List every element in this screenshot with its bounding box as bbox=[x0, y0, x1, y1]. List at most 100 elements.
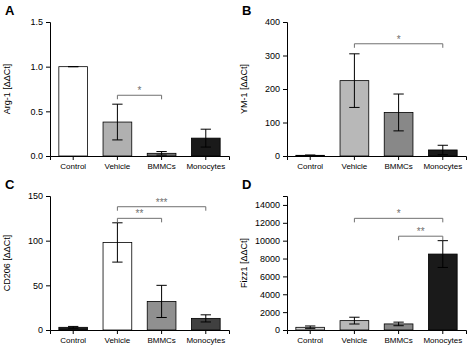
panel-label: C bbox=[5, 177, 15, 192]
tick-label: 10000 bbox=[255, 236, 280, 246]
significance-label: ** bbox=[417, 226, 425, 237]
axis-line bbox=[46, 197, 51, 331]
x-axis: Control Vehicle BMMCs Monocytes bbox=[51, 156, 230, 171]
tick: 0.0 bbox=[30, 151, 50, 161]
tick-label: 150 bbox=[28, 191, 43, 201]
tick-mark bbox=[283, 205, 287, 206]
tick-mark bbox=[354, 156, 355, 160]
tick-label: BMMCs bbox=[147, 336, 175, 345]
tick: Vehicle bbox=[105, 330, 131, 345]
tick-label: 1.0 bbox=[30, 62, 43, 72]
significance-label: ** bbox=[136, 208, 144, 219]
marks bbox=[59, 67, 220, 156]
axis-line bbox=[283, 197, 288, 331]
tick: BMMCs bbox=[147, 156, 175, 171]
error-bar bbox=[68, 66, 78, 67]
panel: * 0.0 0.5 1.0 1.5 Control Vehicle BMMCs Monocyte… bbox=[2, 3, 230, 171]
tick-label: Monocytes bbox=[186, 162, 225, 171]
tick-label: 100 bbox=[265, 118, 280, 128]
tick-label: 0.5 bbox=[30, 107, 43, 117]
tick-mark bbox=[283, 223, 287, 224]
tick: 4000 bbox=[260, 290, 287, 300]
tick-label: 0 bbox=[38, 325, 43, 335]
tick-mark bbox=[398, 330, 399, 334]
tick-mark bbox=[283, 22, 287, 23]
tick-label: 0 bbox=[275, 325, 280, 335]
tick-label: 400 bbox=[265, 17, 280, 27]
tick-label: Control bbox=[297, 162, 323, 171]
tick-mark bbox=[283, 89, 287, 90]
tick-label: 200 bbox=[265, 84, 280, 94]
panel: ***02000400060008000100001200014000Contr… bbox=[239, 177, 467, 345]
tick-mark bbox=[354, 330, 355, 334]
axis-line bbox=[51, 157, 230, 161]
x-axis: Control Vehicle BMMCs Monocytes bbox=[288, 330, 467, 345]
tick: Monocytes bbox=[186, 330, 225, 345]
error-bar bbox=[438, 241, 448, 268]
tick-label: Vehicle bbox=[105, 336, 131, 345]
tick-label: BMMCs bbox=[384, 336, 412, 345]
tick-label: 300 bbox=[265, 51, 280, 61]
marks bbox=[59, 207, 220, 330]
tick-mark bbox=[205, 330, 206, 334]
significance-label: * bbox=[397, 208, 401, 219]
tick-label: BMMCs bbox=[384, 162, 412, 171]
tick-label: Vehicle bbox=[342, 162, 368, 171]
axis-line bbox=[283, 23, 288, 157]
tick: Vehicle bbox=[342, 330, 368, 345]
tick-mark bbox=[46, 67, 50, 68]
tick-label: 0 bbox=[275, 151, 280, 161]
tick-mark bbox=[283, 156, 287, 157]
tick-mark bbox=[283, 241, 287, 242]
tick-label: 4000 bbox=[260, 290, 280, 300]
tick: Vehicle bbox=[105, 156, 131, 171]
axis-line bbox=[46, 23, 51, 157]
tick-mark bbox=[73, 156, 74, 160]
tick: Vehicle bbox=[342, 156, 368, 171]
tick-mark bbox=[442, 156, 443, 160]
tick-label: 6000 bbox=[260, 272, 280, 282]
tick-label: Control bbox=[60, 336, 86, 345]
tick-label: Control bbox=[60, 162, 86, 171]
tick-mark bbox=[398, 156, 399, 160]
tick: Monocytes bbox=[423, 156, 462, 171]
error-bar bbox=[112, 223, 122, 262]
significance-label: * bbox=[397, 34, 401, 45]
tick: Monocytes bbox=[423, 330, 462, 345]
panel-label: B bbox=[242, 3, 251, 18]
tick: 0 bbox=[275, 151, 287, 161]
x-axis: Control Vehicle BMMCs Monocytes bbox=[51, 330, 230, 345]
tick: 200 bbox=[265, 84, 287, 94]
tick: BMMCs bbox=[384, 156, 412, 171]
axis-line bbox=[288, 331, 467, 335]
tick-label: 1.5 bbox=[30, 17, 43, 27]
significance-label: * bbox=[138, 85, 142, 96]
error-bar bbox=[201, 315, 211, 322]
tick-mark bbox=[161, 156, 162, 160]
tick-mark bbox=[46, 156, 50, 157]
axis-line bbox=[288, 157, 467, 161]
tick-label: 50 bbox=[33, 281, 43, 291]
y-axis: 050100150 bbox=[28, 191, 51, 335]
tick-mark bbox=[283, 259, 287, 260]
error-bar bbox=[201, 129, 211, 147]
tick: 1.0 bbox=[30, 62, 50, 72]
tick: 0 bbox=[38, 325, 50, 335]
tick: Monocytes bbox=[186, 156, 225, 171]
plot-area: ***02000400060008000100001200014000Contr… bbox=[239, 197, 467, 345]
tick: 1.5 bbox=[30, 17, 50, 27]
tick: 100 bbox=[265, 118, 287, 128]
marks bbox=[296, 44, 457, 156]
panel: *****050100150ControlVehicleBMMCsMonocyt… bbox=[2, 177, 230, 345]
tick: Control bbox=[297, 330, 323, 345]
tick: 0 bbox=[275, 325, 287, 335]
error-bar bbox=[438, 145, 448, 154]
figure: * 0.0 0.5 1.0 1.5 Control Vehicle BMMCs Monocyte… bbox=[0, 0, 474, 348]
y-axis-label: CD206 [ΔΔCt] bbox=[2, 235, 12, 292]
tick-mark bbox=[46, 241, 50, 242]
tick-label: 14000 bbox=[255, 200, 280, 210]
tick-mark bbox=[117, 156, 118, 160]
tick: Control bbox=[297, 156, 323, 171]
error-bar bbox=[349, 317, 359, 324]
tick: 14000 bbox=[255, 200, 287, 210]
